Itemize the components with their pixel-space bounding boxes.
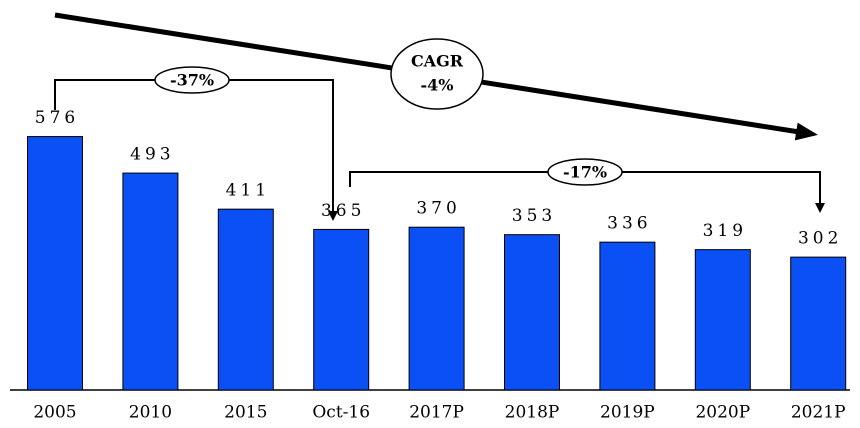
value-label: 336 [607, 214, 651, 234]
bracket-arrow [54, 79, 338, 221]
bar [790, 256, 847, 391]
x-tick-label: 2010 [129, 403, 172, 423]
value-label: 319 [703, 221, 747, 241]
x-tick-label: Oct-16 [312, 403, 370, 423]
value-label: 411 [226, 181, 270, 201]
bar [504, 234, 560, 391]
x-tick-label: 2017P [409, 403, 464, 423]
value-label: 370 [416, 199, 460, 219]
bar [599, 241, 656, 391]
annotation-bubble [154, 66, 230, 94]
annotation: CAGR [411, 52, 464, 71]
x-tick-label: 2019P [600, 403, 655, 423]
annotation-bubble [547, 158, 623, 186]
value-label: 493 [130, 145, 174, 165]
annotation: -4% [421, 76, 454, 95]
bar [313, 228, 370, 391]
cagr-bubble [390, 38, 484, 110]
value-label: 302 [798, 229, 842, 249]
x-tick-label: 2020P [695, 403, 750, 423]
bar [27, 136, 83, 391]
value-label: 365 [321, 201, 365, 221]
bar [694, 249, 751, 391]
value-label: 353 [512, 206, 556, 226]
bar [217, 208, 274, 391]
bar [122, 172, 179, 391]
x-tick-label: 2005 [33, 403, 76, 423]
x-tick-label: 2021P [791, 403, 846, 423]
bar [408, 226, 465, 391]
x-tick-label: 2018P [505, 403, 560, 423]
annotation: -17% [563, 163, 607, 182]
value-label: 576 [35, 108, 79, 128]
x-tick-label: 2015 [224, 403, 267, 423]
annotation: -37% [170, 71, 214, 90]
